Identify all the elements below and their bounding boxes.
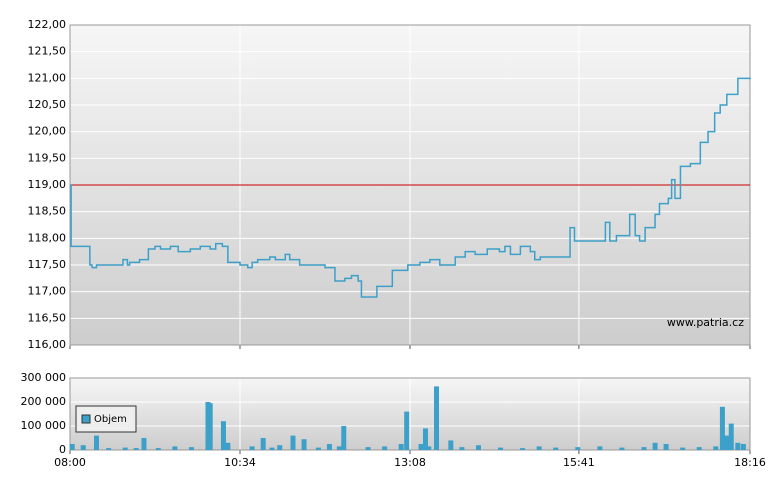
volume-bar [575,447,581,450]
x-tick-label: 08:00 [54,456,86,469]
volume-bar [290,435,296,450]
volume-bar [80,445,86,450]
volume-bar [404,411,410,450]
volume-bar [225,442,231,450]
volume-bar [133,448,139,450]
y-tick-label: 118,00 [28,231,67,244]
volume-bar [207,403,213,450]
volume-bar [93,435,99,450]
volume-bar [641,447,647,450]
volume-bar [448,440,454,450]
volume-bar [728,423,734,450]
volume-bar [735,442,741,450]
y-tick-label: 120,00 [28,125,67,138]
price-line [70,77,751,298]
plot-border [69,377,751,451]
volume-bar [680,447,686,450]
volume-bar [652,442,658,450]
y-tick-label: 118,50 [28,205,67,218]
x-tick-label: 15:41 [563,456,595,469]
volume-bar [719,406,725,450]
volume-bar [188,447,194,450]
volume-bar [336,446,342,450]
volume-bar [422,428,428,450]
volume-bar [141,438,147,450]
volume-bar [249,446,255,450]
volume-bar [713,446,719,450]
y-tick-label: 0 [59,443,66,456]
y-tick-label: 121,00 [28,71,67,84]
volume-bar [155,448,161,450]
volume-bar [301,439,307,450]
y-tick-label: 100 000 [21,419,67,432]
y-tick-label: 117,00 [28,285,67,298]
volume-bar [122,447,128,450]
legend-box [75,405,137,433]
x-tick-label: 18:16 [734,456,766,469]
volume-bar [696,447,702,450]
volume-bar [597,446,603,450]
volume-bar [418,444,424,450]
y-tick-label: 122,00 [28,18,67,31]
volume-bar [459,447,465,450]
volume-bar [326,444,332,450]
volume-bar [520,448,526,450]
x-tick-label: 10:34 [224,456,256,469]
volume-bar [69,444,75,450]
volume-bar [498,447,504,450]
y-tick-label: 117,50 [28,258,67,271]
volume-bar [365,447,371,450]
volume-bar [724,435,730,450]
volume-bar [382,446,388,450]
y-tick-label: 200 000 [21,395,67,408]
y-tick-label: 300 000 [21,371,67,384]
legend-swatch [81,414,91,424]
y-tick-label: 119,00 [28,178,67,191]
volume-bar [740,444,746,450]
y-tick-label: 116,50 [28,311,67,324]
volume-bar [220,421,226,450]
y-tick-label: 116,00 [28,338,67,351]
y-tick-label: 121,50 [28,45,67,58]
volume-bar [172,446,178,450]
volume-bar [277,445,283,450]
volume-bar [619,447,625,450]
volume-bar [433,386,439,450]
volume-bar [106,448,112,450]
volume-bar [260,438,266,450]
volume-bar [553,447,559,450]
legend-label: Objem [94,414,127,425]
x-tick-label: 13:08 [394,456,426,469]
volume-bar [536,446,542,450]
watermark: www.patria.cz [667,316,744,329]
y-tick-label: 119,50 [28,151,67,164]
volume-bar [426,446,432,450]
volume-bar [341,426,347,450]
y-tick-label: 120,50 [28,98,67,111]
volume-bar [398,444,404,450]
volume-bar [663,444,669,450]
volume-bar [315,447,321,450]
volume-bar [269,447,275,450]
volume-bar [475,445,481,450]
